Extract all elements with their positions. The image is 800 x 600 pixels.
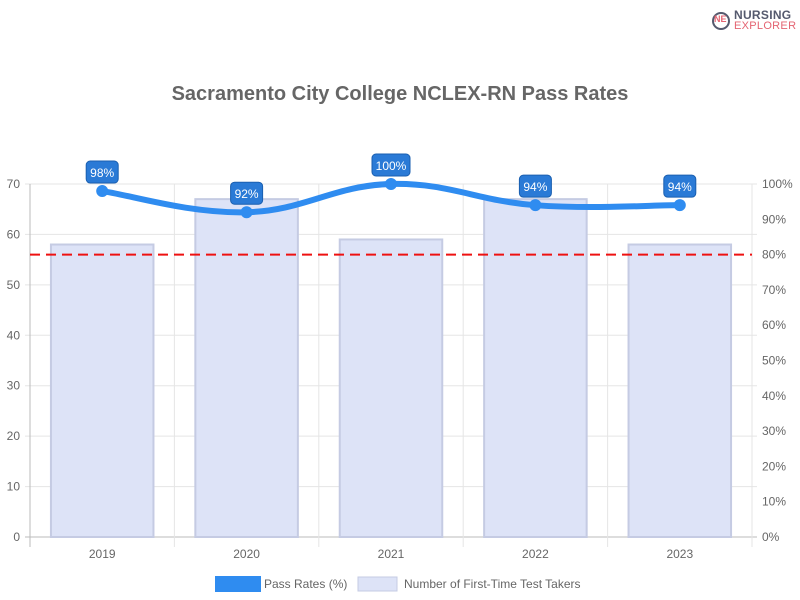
data-label: 94% xyxy=(523,180,547,194)
data-label-box xyxy=(518,174,552,198)
pass-rate-point xyxy=(529,199,542,212)
data-label-box xyxy=(371,153,411,177)
data-label: 98% xyxy=(90,166,114,180)
pass-rate-point xyxy=(96,185,109,198)
bar-test-takers xyxy=(338,238,444,538)
right-tick-label: 70% xyxy=(762,283,786,297)
right-tick-label: 60% xyxy=(762,318,786,332)
chart-title: Sacramento City College NCLEX-RN Pass Ra… xyxy=(172,83,629,105)
left-tick-label: 50 xyxy=(7,278,21,292)
right-tick-label: 0% xyxy=(762,530,780,544)
pass-rate-point xyxy=(240,206,253,219)
logo-ne-icon: NE xyxy=(714,14,727,24)
bar-test-takers xyxy=(627,243,733,538)
right-tick-label: 90% xyxy=(762,212,786,226)
logo-text-2: EXPLORER xyxy=(734,20,797,32)
data-label-box xyxy=(85,160,119,184)
right-tick-label: 40% xyxy=(762,389,786,403)
left-tick-label: 70 xyxy=(7,177,21,191)
x-tick-label: 2019 xyxy=(89,547,116,561)
right-tick-label: 30% xyxy=(762,424,786,438)
left-tick-label: 30 xyxy=(7,379,21,393)
right-tick-label: 80% xyxy=(762,248,786,262)
data-label: 100% xyxy=(376,159,407,173)
data-label-box xyxy=(230,181,264,205)
x-tick-label: 2020 xyxy=(233,547,260,561)
left-tick-label: 0 xyxy=(13,530,20,544)
legend-label-test-takers: Number of First-Time Test Takers xyxy=(404,577,580,591)
bar-test-takers xyxy=(194,198,299,538)
pass-rate-point xyxy=(385,178,397,190)
nursing-explorer-logo: NE NURSING EXPLORER xyxy=(710,8,797,34)
data-label: 94% xyxy=(668,180,692,194)
right-tick-label: 10% xyxy=(762,495,786,509)
right-tick-label: 20% xyxy=(762,459,786,473)
x-tick-label: 2022 xyxy=(522,547,549,561)
left-tick-label: 60 xyxy=(7,227,21,241)
pass-rate-point xyxy=(673,199,686,212)
left-tick-label: 20 xyxy=(7,429,21,443)
right-tick-label: 100% xyxy=(762,177,793,191)
data-label-box xyxy=(663,174,697,198)
logo-text-1: NURSING xyxy=(734,8,792,22)
legend-swatch-test-takers xyxy=(357,576,398,592)
left-tick-label: 10 xyxy=(7,480,21,494)
bar-test-takers xyxy=(483,198,588,538)
data-label: 92% xyxy=(235,187,259,201)
logo-ring-icon xyxy=(712,12,730,30)
right-tick-label: 50% xyxy=(762,354,786,368)
legend-label-pass-rates: Pass Rates (%) xyxy=(264,577,347,591)
x-tick-label: 2021 xyxy=(378,547,405,561)
left-tick-label: 40 xyxy=(7,328,21,342)
x-tick-label: 2023 xyxy=(666,547,693,561)
bar-test-takers xyxy=(49,243,155,538)
legend-swatch-pass-rates xyxy=(215,576,261,592)
